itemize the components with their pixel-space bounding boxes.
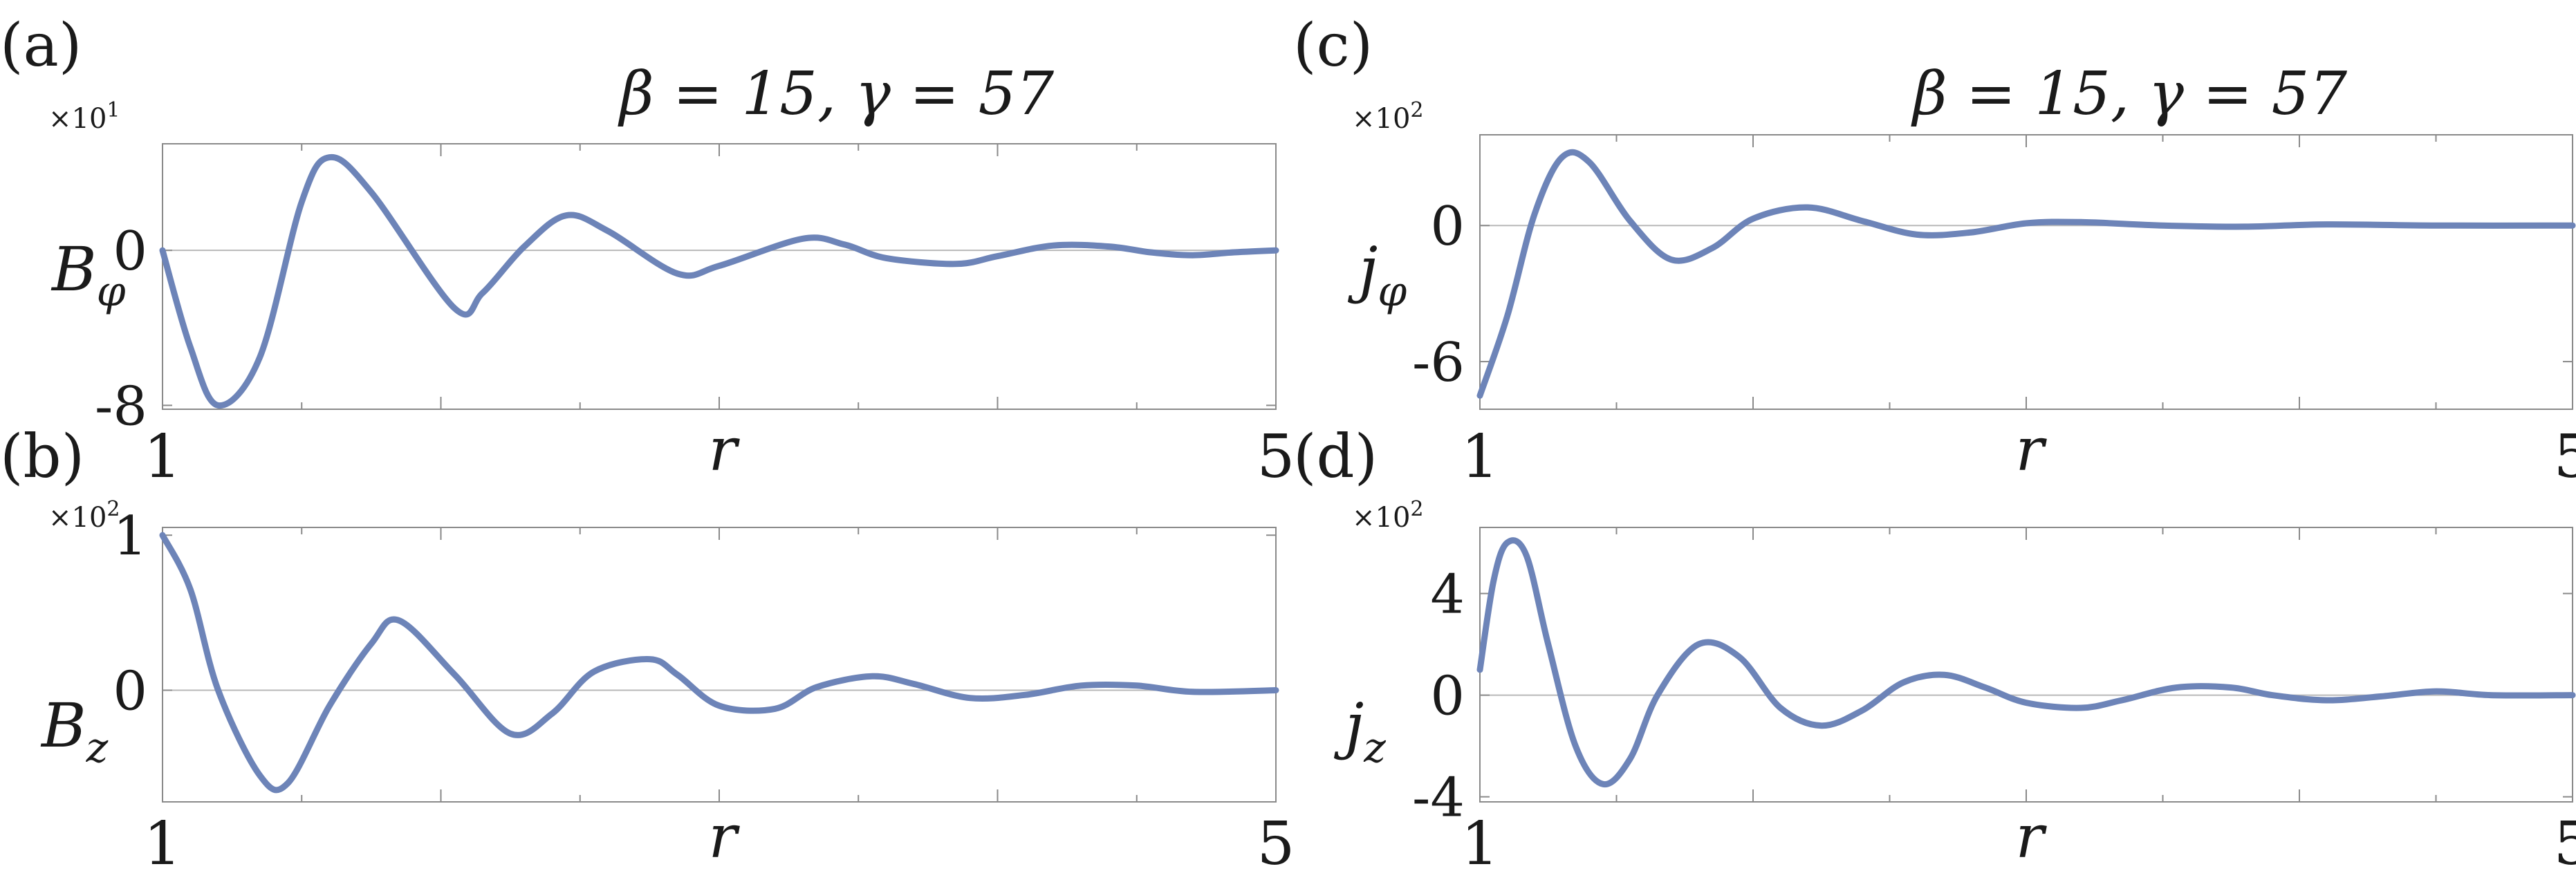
x-axis-label: r bbox=[2015, 415, 2047, 485]
chart-title: β = 15, γ = 57 bbox=[618, 59, 1054, 129]
series-line bbox=[159, 532, 1279, 794]
x-tick-label: 1 bbox=[144, 422, 182, 491]
panel-label: (c) bbox=[1293, 11, 1373, 80]
y-multiplier: ×102 bbox=[1352, 98, 1424, 135]
plot-frame bbox=[1479, 527, 2573, 803]
y-axis-label: jz bbox=[1333, 690, 1386, 772]
x-tick-label: 1 bbox=[144, 809, 182, 871]
x-tick-label: 1 bbox=[1461, 809, 1499, 871]
x-axis-label: r bbox=[708, 803, 740, 871]
plot-frame bbox=[162, 143, 1277, 410]
y-tick-label: 0 bbox=[1430, 196, 1465, 258]
chart-panel-a: (a) β = 15, γ = 57 ×101 0 -81 5 r Bφ bbox=[0, 11, 1295, 491]
y-multiplier: ×102 bbox=[1352, 497, 1424, 534]
x-tick-label: 5 bbox=[1257, 809, 1295, 871]
x-axis-label: r bbox=[708, 415, 740, 485]
series-line bbox=[1476, 149, 2576, 399]
panel-label: (a) bbox=[0, 11, 82, 80]
panel-label: (b) bbox=[0, 422, 84, 491]
y-tick-label: 0 bbox=[113, 221, 147, 283]
x-axis-label: r bbox=[2015, 803, 2047, 871]
y-multiplier: ×101 bbox=[48, 98, 120, 135]
x-tick-label: 5 bbox=[2554, 422, 2576, 491]
y-axis-label: Bz bbox=[40, 690, 109, 772]
series-line bbox=[1476, 537, 2576, 787]
y-tick-label: 1 bbox=[113, 505, 147, 568]
y-multiplier: ×102 bbox=[48, 497, 120, 534]
chart-title: β = 15, γ = 57 bbox=[1911, 59, 2347, 129]
y-tick-label: 0 bbox=[1430, 666, 1465, 728]
x-tick-label: 5 bbox=[1257, 422, 1295, 491]
panel-label: (d) bbox=[1293, 422, 1378, 491]
x-tick-label: 5 bbox=[2554, 809, 2576, 871]
x-tick-label: 1 bbox=[1461, 422, 1499, 491]
series-line bbox=[159, 153, 1279, 409]
y-tick-label: -6 bbox=[1412, 332, 1465, 394]
y-axis-label: Bφ bbox=[50, 234, 126, 316]
y-tick-label: 0 bbox=[113, 661, 147, 723]
y-tick-label: 4 bbox=[1430, 564, 1465, 626]
chart-panel-c: (c) β = 15, γ = 57 ×102 0 -6 1 5 r jφ bbox=[1293, 11, 2576, 491]
y-tick-label: -8 bbox=[95, 375, 147, 438]
plot-frame bbox=[162, 527, 1277, 803]
y-axis-label: jφ bbox=[1347, 234, 1407, 316]
y-tick-label: -4 bbox=[1412, 767, 1465, 830]
plot-frame bbox=[1479, 134, 2573, 410]
